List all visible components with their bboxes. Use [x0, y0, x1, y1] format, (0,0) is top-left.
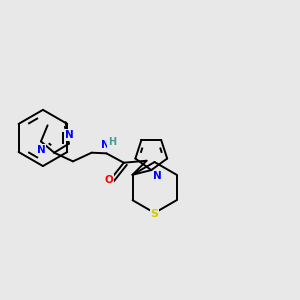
- Text: N: N: [37, 145, 45, 155]
- Text: S: S: [151, 209, 159, 219]
- Text: H: H: [108, 137, 116, 147]
- Text: N: N: [101, 140, 110, 150]
- Text: N: N: [64, 130, 74, 140]
- Text: O: O: [104, 175, 113, 185]
- Text: N: N: [153, 171, 161, 182]
